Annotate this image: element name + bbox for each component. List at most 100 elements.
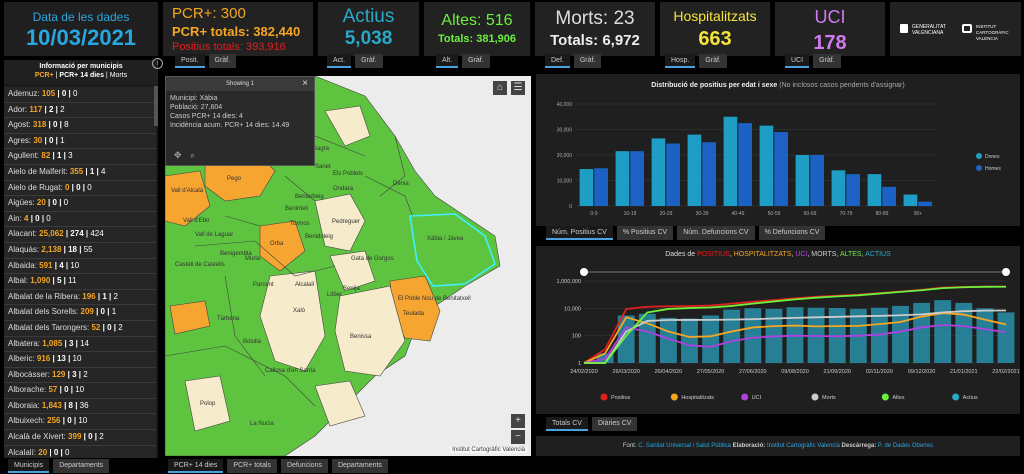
y-tick-label: 0 [569, 204, 572, 210]
zoom-out-button[interactable]: − [511, 430, 525, 444]
municipi-row[interactable]: Alborache: 57 | 0 | 10 [4, 383, 156, 399]
tab-defuncions[interactable]: Def. [545, 54, 570, 68]
tab-pcr-graf[interactable]: Gràf. [208, 54, 237, 68]
municipi-row[interactable]: Alberic: 916 | 13 | 10 [4, 352, 156, 368]
municipi-row[interactable]: Alacant: 25,062 | 274 | 424 [4, 227, 156, 243]
municipi-row[interactable]: Alaquàs: 2,138 | 18 | 55 [4, 242, 156, 259]
municipi-row[interactable]: Alboraia: 1,843 | 8 | 36 [4, 398, 156, 415]
tab-pct-defuncions[interactable]: % Defuncions CV [758, 226, 826, 240]
map-label-polop: Polop [200, 401, 216, 407]
municipi-row[interactable]: Alcalà de Xivert: 399 | 0 | 2 [4, 430, 156, 446]
municipi-name: Alcalalí [8, 447, 34, 457]
altes-daily: Altes: 516 [441, 12, 513, 29]
line-chart[interactable]: 1 100 10,000 1,000,000 24/02/2020 26/03/2020 2… [536, 259, 1020, 414]
municipi-row[interactable]: Albalat de la Ribera: 196 | 1 | 2 [4, 289, 156, 306]
series-line-morts [584, 309, 1007, 364]
municipi-pcr14: 3 [68, 338, 74, 348]
municipi-morts: 2 [60, 104, 65, 114]
municipi-row[interactable]: Ademuz: 105 | 0 | 0 [4, 87, 156, 103]
municipis-panel: Informació per municipis PCR+ | PCR+ 14 … [4, 60, 158, 458]
municipi-morts: 55 [83, 244, 93, 254]
tab-pcr-totals[interactable]: PCR+ totals [227, 459, 277, 473]
tab-positius[interactable]: Posit. [175, 54, 205, 68]
y-tick-label: 1 [578, 361, 581, 367]
tab-num-defuncions[interactable]: Núm. Defuncions CV [677, 226, 755, 240]
home-icon[interactable]: ⌂ [493, 81, 507, 95]
municipi-pcr14: 0 [53, 447, 59, 457]
tab-municipis[interactable]: Municipis [8, 459, 50, 473]
municipi-row[interactable]: Albal: 1,090 | 5 | 11 [4, 274, 156, 290]
move-icon[interactable]: ✥ [174, 150, 182, 160]
bar-homes [846, 174, 860, 206]
legend-marker [976, 153, 982, 159]
list-icon[interactable]: ☰ [511, 81, 525, 95]
municipi-morts: 2 [113, 291, 118, 301]
municipi-row[interactable]: Ain: 4 | 0 | 0 [4, 211, 156, 228]
tab-actius-graf[interactable]: Gràf. [355, 54, 383, 68]
municipi-row[interactable]: Aigües: 20 | 0 | 0 [4, 196, 156, 212]
tab-pcr14[interactable]: PCR+ 14 dies [168, 459, 224, 473]
municipi-row[interactable]: Aielo de Malferit: 355 | 1 | 4 [4, 164, 156, 181]
info-icon[interactable]: i [152, 58, 163, 69]
zoom-to-icon[interactable]: ⌕ [190, 150, 196, 160]
municipis-scrollbar[interactable] [154, 86, 158, 126]
tab-departaments-map[interactable]: Departaments [331, 459, 388, 473]
gva-logo-text: GENERALITAT VALENCIANA [912, 24, 946, 36]
region-benissa [334, 285, 406, 377]
tab-hosp-graf[interactable]: Gràf. [699, 54, 727, 68]
tab-morts-graf[interactable]: Gràf. [573, 54, 602, 68]
municipi-morts: 4 [101, 166, 106, 176]
municipis-list[interactable]: Ademuz: 105 | 0 | 0 Ador: 117 | 2 | 2 Agos… [4, 87, 156, 458]
municipi-row[interactable]: Albalat dels Sorells: 209 | 0 | 1 [4, 305, 156, 321]
footer-elab-link[interactable]: Institut Cartogràfic Valencià [766, 443, 840, 449]
morts-daily: Morts: 23 [555, 8, 635, 29]
map-attribution: Institut Cartogràfic Valencià [450, 447, 527, 453]
municipi-row[interactable]: Agres: 30 | 0 | 1 [4, 133, 156, 150]
municipi-row[interactable]: Alcalalí: 20 | 0 | 0 [4, 445, 156, 458]
map-label-benigembla: Benigembla [220, 251, 252, 257]
tab-diaries-cv[interactable]: Diàries CV [591, 417, 638, 431]
municipi-row[interactable]: Albalat dels Tarongers: 52 | 0 | 2 [4, 320, 156, 337]
close-icon[interactable]: × [302, 78, 308, 89]
municipi-row[interactable]: Albatera: 1,085 | 3 | 14 [4, 336, 156, 353]
tab-num-positius[interactable]: Núm. Positius CV [546, 226, 613, 240]
municipi-pcr14: 0 [67, 416, 72, 426]
municipi-row[interactable]: Albuixech: 256 | 0 | 10 [4, 414, 156, 431]
municipi-row[interactable]: Ador: 117 | 2 | 2 [4, 102, 156, 119]
tab-pct-positius[interactable]: % Positius CV [616, 226, 674, 240]
legend-marker [741, 393, 749, 401]
municipi-row[interactable]: Agullent: 82 | 1 | 3 [4, 149, 156, 165]
footer-desc-link[interactable]: P. de Dades Obertes [877, 443, 934, 449]
line-title-item: MORTS [811, 251, 837, 258]
map-label-orba: Orba [270, 241, 284, 247]
bar-homes [630, 151, 644, 206]
bar-chart-title: Distribució de positius per edat i sexe [651, 82, 778, 89]
municipi-pcr14: 2 [48, 104, 54, 114]
municipi-row[interactable]: Albocàsser: 129 | 3 | 2 [4, 367, 156, 384]
municipi-row[interactable]: Aielo de Rugat: 0 | 0 | 0 [4, 180, 156, 197]
region-cream-top [324, 105, 371, 147]
bar-dones [651, 138, 666, 206]
footer-font-link[interactable]: C. Sanitat Universal i Salut Pública [638, 443, 731, 449]
line-title-item: UCI [795, 251, 808, 258]
tab-hospitalitzats[interactable]: Hosp. [665, 54, 696, 68]
zoom-in-button[interactable]: + [511, 414, 525, 428]
municipi-morts: 0 [64, 447, 70, 457]
tab-altes[interactable]: Alt. [436, 54, 459, 68]
map-panel[interactable]: Pego Vall d'Alcalà Vall d'Ebo Benimeli O… [165, 76, 531, 456]
actius-value: 5,038 [344, 28, 393, 49]
tab-defuncions-map[interactable]: Defuncions [280, 459, 328, 473]
municipi-name: Alborache [8, 385, 45, 395]
tab-altes-graf[interactable]: Gràf. [462, 54, 490, 68]
tab-totals-cv[interactable]: Totals CV [546, 417, 588, 431]
tab-uci-graf[interactable]: Gràf. [813, 54, 841, 68]
tab-departaments-list[interactable]: Departaments [53, 459, 110, 473]
range-slider-start-handle [580, 268, 588, 276]
tab-actius[interactable]: Act. [327, 54, 352, 68]
footer-elab-label: Elaboració: [732, 443, 766, 449]
municipi-row[interactable]: Agost: 318 | 0 | 8 [4, 118, 156, 134]
tab-uci[interactable]: UCI [785, 54, 810, 68]
municipi-pcr: 0 [64, 182, 70, 192]
municipi-name: Alberic [8, 354, 33, 364]
municipi-row[interactable]: Albaida: 591 | 4 | 10 [4, 258, 156, 275]
